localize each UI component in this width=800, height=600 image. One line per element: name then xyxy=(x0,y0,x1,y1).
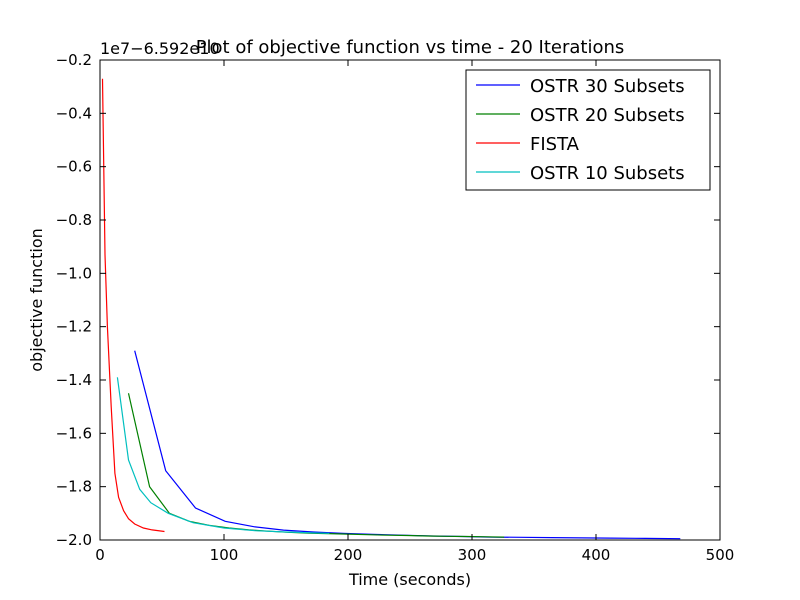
y-tick-label: −1.2 xyxy=(56,318,92,336)
series-line-3 xyxy=(116,377,330,534)
x-tick-label: 500 xyxy=(706,546,735,564)
x-axis-ticks: 0 100 200 300 400 500 xyxy=(95,60,734,564)
x-tick-label: 100 xyxy=(210,546,239,564)
x-tick-label: 400 xyxy=(582,546,611,564)
y-tick-label: −1.0 xyxy=(56,264,92,282)
x-axis-label: Time (seconds) xyxy=(348,570,471,589)
legend-label-2: FISTA xyxy=(530,134,580,155)
y-tick-label: −1.4 xyxy=(56,371,92,389)
plot-frame xyxy=(99,59,721,541)
x-tick-label: 200 xyxy=(334,546,363,564)
legend-box xyxy=(465,69,711,191)
y-tick-label: −2.0 xyxy=(56,531,92,549)
y-axis-ticks: −2.0 −1.8 −1.6 −1.4 −1.2 −1.0 −0.8 −0.6 −0.4 −0.2 xyxy=(56,51,720,549)
legend-label-0: OSTR 30 Subsets xyxy=(530,76,685,97)
series-layer xyxy=(101,78,681,540)
y-axis-label: objective function xyxy=(27,228,46,372)
legend-label-1: OSTR 20 Subsets xyxy=(530,105,685,126)
y-tick-label: −0.6 xyxy=(56,158,92,176)
x-tick-label: 0 xyxy=(95,546,105,564)
y-tick-label: −0.8 xyxy=(56,211,92,229)
y-tick-label: −0.2 xyxy=(56,51,92,69)
axis-offset-text: 1e7−6.592e10 xyxy=(100,39,220,58)
x-tick-label: 300 xyxy=(458,546,487,564)
legend: OSTR 30 Subsets OSTR 20 Subsets FISTA OSTR … xyxy=(465,69,711,191)
y-tick-label: −1.8 xyxy=(56,478,92,496)
series-line-2 xyxy=(101,78,165,533)
y-tick-label: −0.4 xyxy=(56,104,92,122)
legend-label-3: OSTR 10 Subsets xyxy=(530,163,685,184)
y-tick-label: −1.6 xyxy=(56,424,92,442)
chart-title: Plot of objective function vs time - 20 … xyxy=(196,37,625,58)
